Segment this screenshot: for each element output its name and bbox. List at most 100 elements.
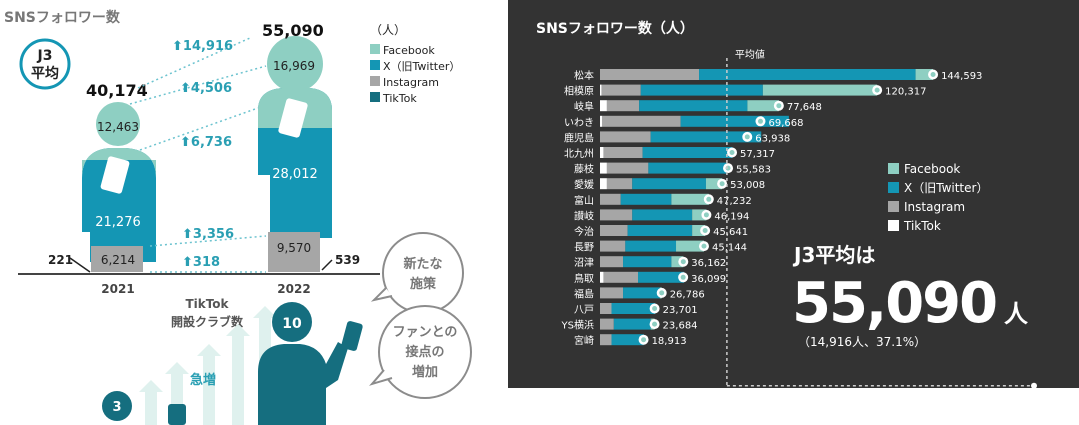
avg-change: （14,916人、37.1%） — [798, 335, 926, 349]
bar-segment — [600, 287, 624, 299]
total-value-label: 36,099 — [691, 274, 726, 285]
follower-badge-icon-inner — [719, 181, 725, 187]
increase-total: ⬆14,916 — [172, 39, 233, 54]
right-legend-swatch-facebook — [888, 163, 899, 174]
avg-unit: 人 — [1004, 300, 1028, 328]
follower-badge-icon-inner — [744, 134, 750, 140]
bar-segment — [650, 131, 762, 143]
total-value-label: 46,194 — [714, 211, 749, 222]
total-value-label: 36,162 — [691, 258, 726, 269]
bar-segment — [639, 100, 748, 112]
bar-segment — [600, 69, 700, 80]
label-2021-tiktok: 221 — [48, 253, 73, 267]
bar-segment — [705, 178, 723, 190]
follower-badge-icon-inner — [701, 243, 707, 249]
follower-badge-icon-inner — [706, 196, 712, 202]
bars-group: 松本 144,593 相模原 120,317 岐阜 77,648 いわき 69,668 鹿児島 6… — [561, 69, 982, 347]
phone-icon-2021 — [100, 156, 130, 194]
category-label: 讃岐 — [574, 209, 594, 222]
follower-badge-icon-inner — [659, 290, 665, 296]
bar-segment — [600, 256, 624, 268]
bar-segment — [625, 240, 677, 252]
follower-badge-icon-inner — [930, 72, 936, 77]
figure-2021-head-facebook — [96, 102, 140, 146]
avg-heading: J3平均は — [792, 243, 875, 267]
category-label: 長野 — [574, 242, 594, 254]
follower-badge-icon-inner — [776, 103, 782, 109]
bubble-fan-contact — [369, 305, 472, 399]
left-infographic-canvas: SNSフォロワー数 J3 平均 （人） Facebook X（旧Twitter）… — [4, 9, 472, 425]
total-value-label: 63,938 — [755, 133, 790, 144]
right-chart-panel: SNSフォロワー数（人） 松本 144,593 相模原 120,317 岐阜 77,648… — [508, 0, 1079, 388]
category-label: 八戸 — [574, 304, 594, 316]
total-value-label: 23,684 — [663, 321, 698, 332]
category-label: 今治 — [574, 225, 594, 238]
follower-badge-icon-inner — [729, 150, 735, 155]
average-label: 平均値 — [735, 48, 765, 61]
left-legend: Facebook X（旧Twitter） Instagram TikTok — [370, 44, 460, 105]
right-legend-swatch-tiktok — [888, 220, 899, 231]
tiktok-title-line1: TikTok — [185, 297, 229, 311]
bar-segment — [747, 100, 779, 112]
legend-x: X（旧Twitter） — [383, 60, 460, 73]
follower-badge-icon-inner — [641, 337, 647, 343]
category-label: 藤枝 — [574, 163, 594, 176]
left-title: SNSフォロワー数 — [4, 9, 121, 26]
year-2021: 2021 — [101, 282, 134, 296]
increase-tiktok: ⬆318 — [182, 255, 220, 270]
total-value-label: 144,593 — [941, 71, 982, 82]
right-legend-tiktok: TikTok — [903, 219, 941, 233]
clubs-before-count: 3 — [112, 400, 121, 415]
follower-badge-icon-inner — [680, 259, 686, 265]
bubble1-line1: 新たな — [403, 256, 442, 272]
legend-swatch-x — [370, 60, 380, 70]
increase-x: ⬆6,736 — [180, 135, 232, 150]
phone-icon-2022 — [278, 98, 308, 138]
category-label: 愛媛 — [574, 178, 594, 191]
category-label: 相模原 — [564, 85, 594, 98]
bar-segment — [648, 162, 727, 174]
label-2021-instagram: 6,214 — [101, 253, 135, 267]
leader-2021-tiktok — [69, 257, 91, 273]
follower-badge-icon-inner — [680, 274, 686, 280]
bar-segment — [676, 240, 704, 252]
category-label: 宮崎 — [574, 334, 594, 347]
figure-2022-legs-instagram — [268, 232, 320, 272]
right-legend-swatch-x — [888, 182, 899, 193]
bar-segment — [600, 240, 626, 252]
follower-badge-icon-inner — [703, 212, 709, 218]
bar-segment — [680, 115, 789, 127]
bar-segment — [623, 287, 660, 299]
category-label: 鳥取 — [574, 272, 594, 285]
average-line-end-dot — [1031, 382, 1037, 388]
right-legend: Facebook X（旧Twitter） Instagram TikTok — [888, 162, 988, 233]
bar-segment — [642, 147, 733, 158]
figure-2022-head-facebook — [267, 36, 323, 92]
person-figure-2021 — [82, 102, 156, 272]
total-value-label: 69,668 — [768, 118, 803, 129]
legend-swatch-instagram — [370, 76, 380, 86]
follower-badge-icon-inner — [652, 321, 658, 327]
bar-segment — [600, 162, 607, 174]
follower-badge-icon-inner — [874, 87, 880, 93]
follower-badge-icon-inner — [652, 306, 658, 311]
bar-segment — [915, 69, 934, 80]
category-label: 福島 — [574, 287, 594, 300]
figure-2021-shoulder-facebook — [82, 148, 156, 178]
bar-segment — [640, 84, 763, 96]
total-value-label: 55,583 — [736, 165, 771, 176]
bar-segment — [600, 209, 633, 221]
bar-segment — [638, 271, 685, 283]
total-value-label: 53,008 — [730, 180, 765, 191]
tiktok-title-line2: 開設クラブ数 — [171, 314, 244, 329]
bar-segment — [600, 178, 607, 190]
bar-segment — [671, 256, 684, 268]
bar-segment — [699, 69, 916, 80]
bar-segment — [600, 334, 612, 346]
clubs-after-head — [272, 302, 312, 342]
label-2022-x: 28,012 — [272, 167, 318, 182]
clubs-before-head — [102, 391, 132, 421]
bar-segment — [632, 209, 693, 221]
legend-swatch-tiktok — [370, 92, 380, 102]
bar-segment — [623, 256, 672, 268]
